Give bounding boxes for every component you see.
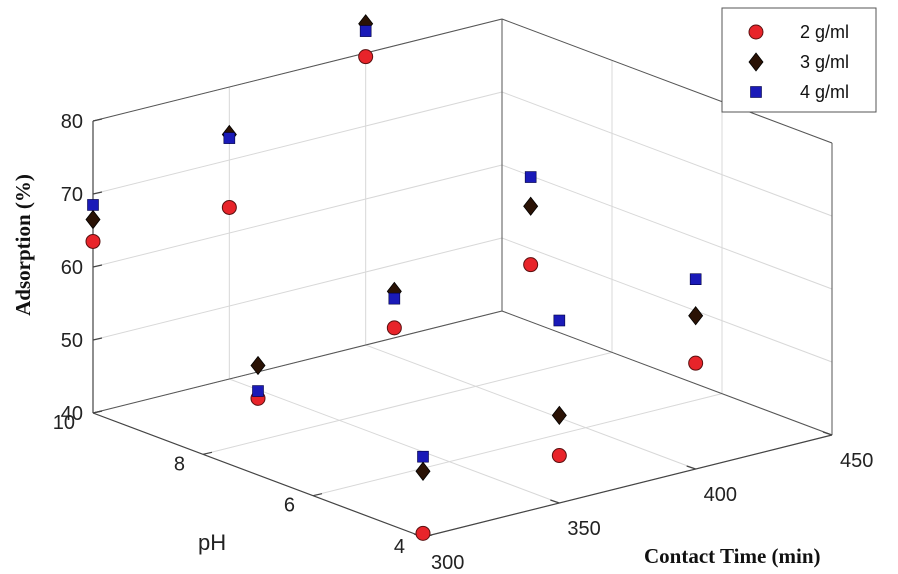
tick-labels: 40 50 60 70 80 4 6 8 10 300 350 400 450 [53, 111, 874, 574]
diamond-point [415, 461, 431, 481]
x-tick-label: 450 [840, 450, 873, 472]
diamond-point [688, 306, 704, 326]
grid-line-z [92, 164, 503, 268]
z-tick-mark [92, 118, 103, 122]
y-tick-mark [312, 493, 323, 497]
grid-line-y [312, 393, 723, 497]
diamond-point [523, 196, 539, 216]
grid-line-x [365, 344, 696, 470]
grid-line-z [501, 91, 833, 217]
x-tick-label: 400 [704, 484, 737, 506]
back-top-edge [92, 18, 503, 122]
z-tick-mark [92, 264, 103, 268]
legend-square-icon [750, 86, 762, 98]
circle-point [551, 448, 567, 464]
square-point [388, 292, 401, 305]
axis-box-edges [92, 18, 833, 538]
x-axis-title: Contact Time (min) [644, 544, 821, 568]
legend-diamond-icon [748, 52, 764, 72]
legend-label: 4 g/ml [800, 82, 849, 102]
legend-entries: 2 g/ml 3 g/ml 4 g/ml [748, 22, 849, 102]
y-tick-label: 8 [174, 453, 185, 475]
square-point [553, 314, 566, 327]
square-point [359, 25, 372, 37]
grid-line-z [92, 237, 503, 341]
grid-line-y [202, 351, 613, 455]
circle-point [85, 233, 101, 249]
grid-line-x [229, 378, 560, 504]
x-axis-line [422, 434, 833, 538]
circle-point [386, 320, 402, 336]
legend-circle-icon [748, 24, 764, 40]
square-point [689, 273, 702, 286]
square-point [252, 385, 264, 397]
square-point [223, 132, 236, 144]
circle-point [688, 355, 704, 371]
y-axis-line [92, 412, 424, 538]
x-tick-mark [686, 465, 696, 470]
x-tick-mark [550, 499, 560, 504]
z-tick-label: 70 [61, 184, 83, 206]
legend-label: 3 g/ml [800, 52, 849, 72]
data-points [85, 14, 704, 541]
grid-line-z [92, 91, 503, 195]
grid-lines [92, 18, 833, 538]
square-point [417, 450, 429, 463]
x-tick-label: 350 [567, 518, 600, 540]
square-point [87, 199, 99, 211]
y-tick-label: 10 [53, 412, 75, 434]
y-axis-title: pH [198, 530, 226, 555]
z-tick-label: 50 [61, 330, 83, 352]
circle-point [523, 257, 539, 273]
x-tick-mark [822, 431, 833, 436]
circle-point [221, 199, 237, 215]
y-tick-mark [92, 410, 103, 414]
z-tick-label: 40 [61, 403, 83, 425]
circle-point [358, 49, 374, 65]
z-axis-title: Adsorption (%) [11, 174, 35, 316]
grid-line-z [501, 164, 833, 290]
diamond-point [85, 209, 101, 230]
circle-point [415, 525, 431, 541]
z-tick-mark [92, 191, 103, 195]
right-floor-edge [501, 310, 833, 436]
diamond-point [551, 405, 567, 426]
legend-label: 2 g/ml [800, 22, 849, 42]
z-tick-label: 80 [61, 111, 83, 133]
y-tick-label: 4 [394, 536, 405, 558]
square-point [524, 171, 537, 183]
grid-line-z [501, 237, 833, 363]
legend: 2 g/ml 3 g/ml 4 g/ml [721, 7, 877, 113]
y-tick-label: 6 [284, 495, 295, 517]
x-tick-label: 300 [431, 552, 464, 574]
right-top-edge [501, 18, 833, 144]
back-floor-edge [92, 310, 503, 414]
z-tick-mark [92, 337, 103, 341]
diamond-point [250, 355, 266, 376]
legend-box [721, 7, 877, 113]
z-tick-label: 60 [61, 257, 83, 279]
y-tick-mark [202, 451, 213, 455]
